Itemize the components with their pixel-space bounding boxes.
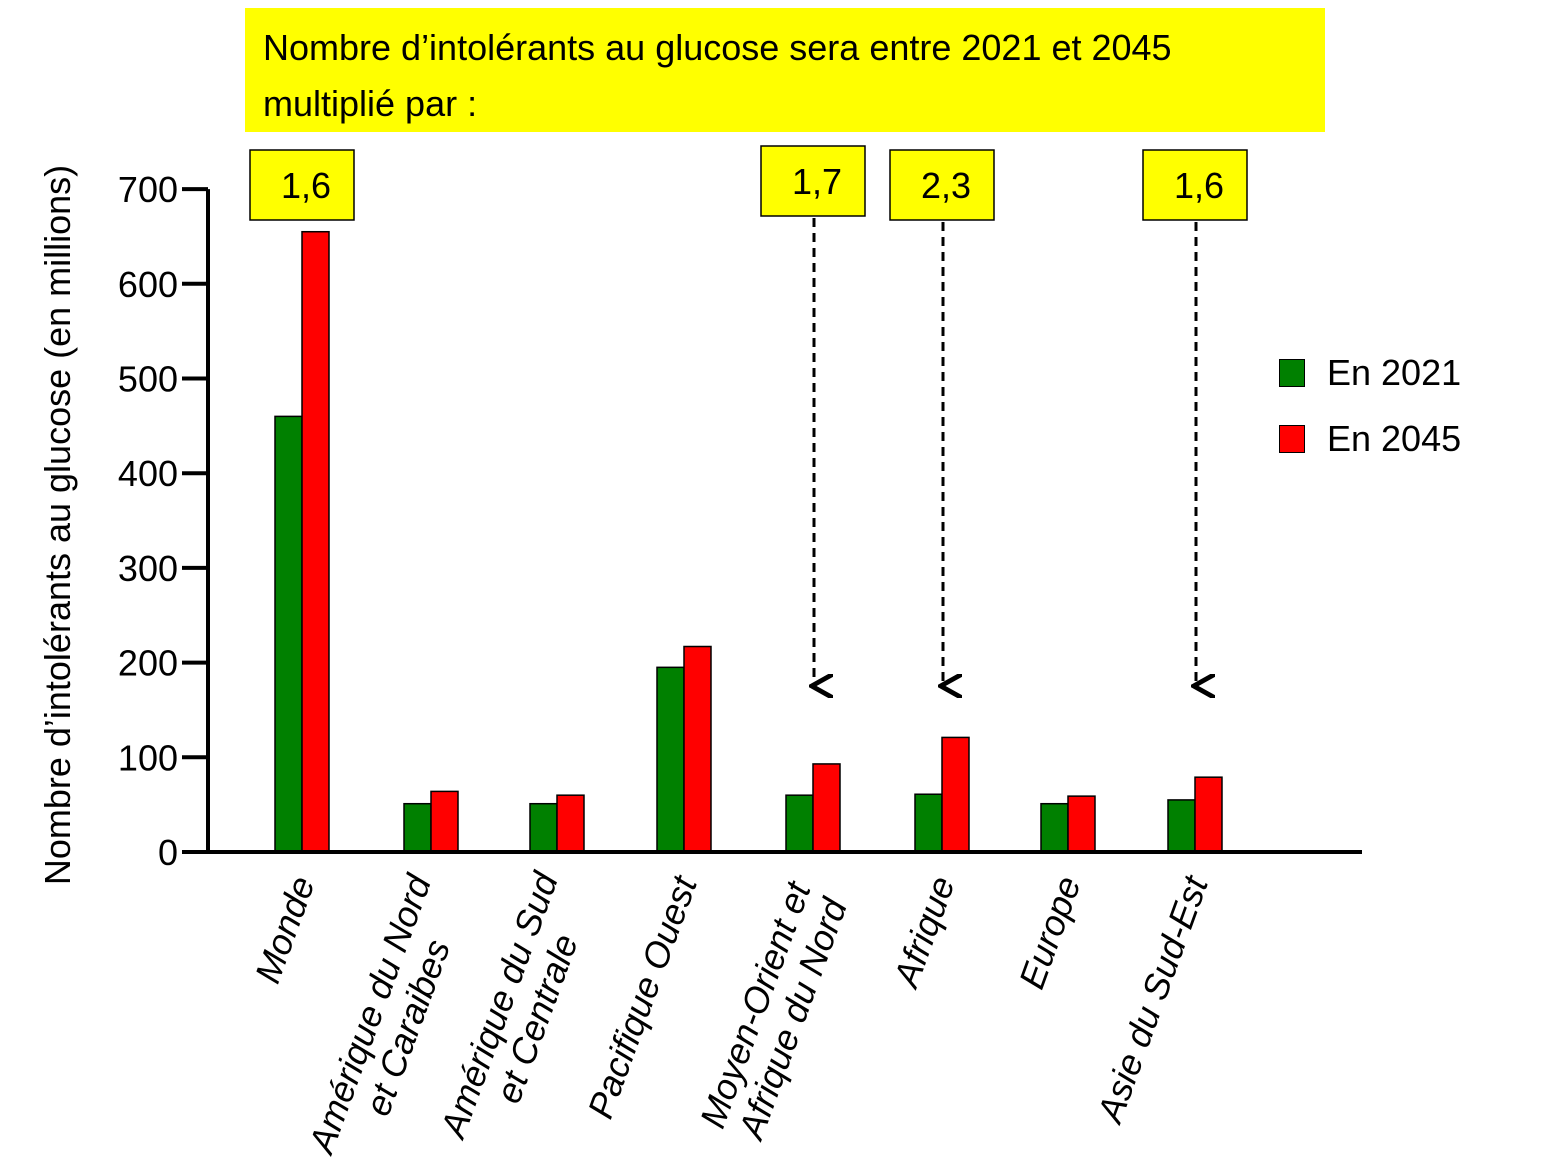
legend-label-2045: En 2045 <box>1327 418 1462 459</box>
x-tick-label: Europe <box>1011 871 1089 994</box>
bar-2021-5 <box>914 793 943 853</box>
bar-2045-5 <box>941 736 970 853</box>
bar-2045-3 <box>683 645 712 853</box>
axes <box>206 189 1362 854</box>
multiplier-box <box>1142 149 1248 221</box>
y-tick-label: 600 <box>118 264 178 305</box>
y-tick-label: 400 <box>118 453 178 494</box>
x-tick-label-line: Asie du Sud-Est <box>1088 869 1216 1129</box>
multiplier-annotations: 1,6 1,7 2,3 1,6 <box>249 145 1248 686</box>
x-tick-label: Pacifique Ouest <box>579 869 705 1124</box>
legend-item-2045: En 2045 <box>1279 418 1461 460</box>
bar-2021-4 <box>785 794 814 853</box>
y-tick-label: 0 <box>158 832 178 873</box>
bar-2021-3 <box>656 666 685 853</box>
y-tick-label: 100 <box>118 737 178 778</box>
y-tick-label: 200 <box>118 643 178 684</box>
multiplier-box <box>889 149 995 221</box>
legend-swatch-2045 <box>1279 425 1305 453</box>
legend-swatch-2021 <box>1279 359 1305 387</box>
multiplier-box <box>249 149 355 221</box>
multiplier-label: 2,3 <box>921 165 971 206</box>
x-tick-label-line: Afrique <box>885 871 963 994</box>
bar-2021-2 <box>529 802 558 853</box>
bar-2045-0 <box>301 230 330 853</box>
multiplier-label: 1,6 <box>281 165 331 206</box>
chart-title-box: Nombre d’intolérants au glucose sera ent… <box>245 8 1325 132</box>
y-tick-label: 700 <box>118 169 178 210</box>
multiplier-label: 1,6 <box>1174 165 1224 206</box>
legend-label-2021: En 2021 <box>1327 352 1462 393</box>
y-tick-label: 500 <box>118 359 178 400</box>
x-tick-label: Afrique <box>885 871 963 994</box>
multiplier-box <box>760 145 866 217</box>
x-tick-label: Monde <box>247 871 323 988</box>
multiplier-label: 1,7 <box>792 161 842 202</box>
x-tick-label: Asie du Sud-Est <box>1088 869 1216 1129</box>
x-tick-label-line: Pacifique Ouest <box>579 869 705 1124</box>
bar-2045-7 <box>1194 776 1223 853</box>
y-ticks: 0 100 200 300 400 500 600 700 <box>118 169 208 873</box>
bar-2021-0 <box>274 415 303 853</box>
x-tick-label: Amérique du Sudet Centrale <box>431 866 603 1158</box>
y-axis-title: Nombre d’intolérants au glucose (en mill… <box>37 165 78 885</box>
x-tick-label-line: Monde <box>247 871 323 988</box>
y-axis-label-group: Nombre d’intolérants au glucose (en mill… <box>37 165 78 885</box>
x-tick-label: Moyen-Orient etAfrique du Nord <box>692 875 857 1147</box>
bar-2045-4 <box>812 763 841 853</box>
bar-2045-1 <box>430 790 459 853</box>
bar-2045-2 <box>556 794 585 853</box>
bar-2045-6 <box>1067 795 1096 853</box>
bar-2021-6 <box>1040 802 1069 853</box>
x-tick-label-line: Europe <box>1011 871 1089 994</box>
y-tick-label: 300 <box>118 548 178 589</box>
bar-2021-1 <box>403 802 432 853</box>
bars <box>274 230 1223 853</box>
bar-2021-7 <box>1167 799 1196 853</box>
legend-item-2021: En 2021 <box>1279 352 1461 394</box>
chart-title: Nombre d’intolérants au glucose sera ent… <box>263 27 1172 124</box>
